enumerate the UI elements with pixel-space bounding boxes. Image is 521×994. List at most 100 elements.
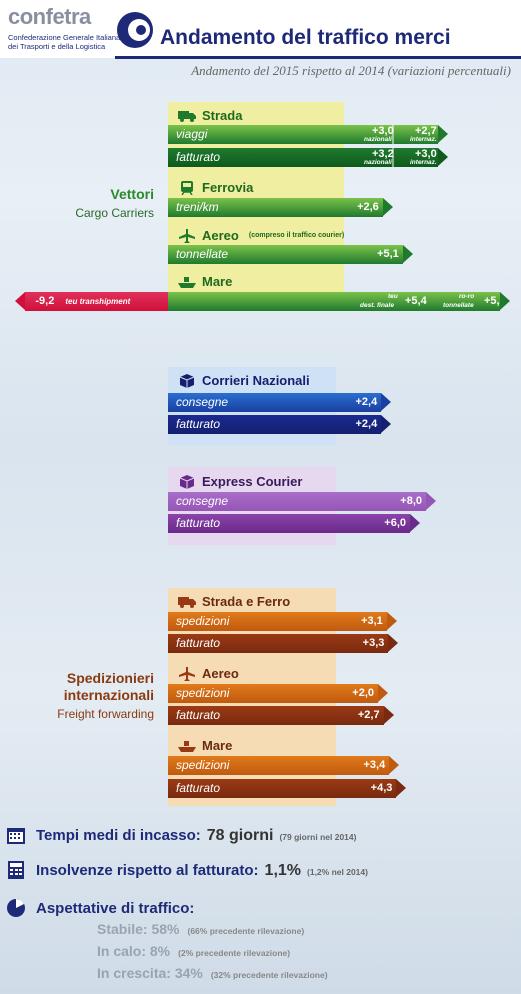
aspettative-row: Aspettative di traffico: <box>7 899 195 917</box>
sm-spedizioni-bar-value: +3,4 <box>363 759 386 771</box>
strada-label: Strada <box>202 108 243 123</box>
stabile-note: (66% precedente rilevazione) <box>187 926 305 936</box>
sf-fatturato-bar-arrow-tip <box>388 634 399 652</box>
mare-roro-label: ro-ro <box>459 293 475 300</box>
incasso-label: Tempi medi di incasso: <box>36 827 201 844</box>
insolvenze-value: 1,1% <box>264 862 302 879</box>
aereo-bar: tonnellate +5,1 <box>168 245 413 264</box>
sm-spedizioni-bar: spedizioni +3,4 <box>168 756 400 775</box>
corrieri-fatturato-bar-value: +2,4 <box>355 418 378 430</box>
strada-fatturato-bar-naz-value: +3,2 <box>372 148 394 160</box>
sa-fatturato-bar-label: fatturato <box>176 708 221 722</box>
strada-viaggi-bar-naz-label: nazionali <box>364 136 392 143</box>
sm-spedizioni-bar-arrow-tip <box>389 756 400 774</box>
sm-fatturato-bar-value: +4,3 <box>370 782 393 794</box>
sf-spedizioni-bar-value: +3,1 <box>361 615 383 627</box>
sm-fatturato-bar-label: fatturato <box>176 781 221 795</box>
sa-fatturato-bar-arrow-tip <box>383 706 394 724</box>
sf-fatturato-bar: fatturato +3,3 <box>168 634 399 653</box>
strada-fatturato-bar-naz-label: nazionali <box>364 159 392 166</box>
sp-aereo-header: Aereo <box>178 666 239 681</box>
header-divider <box>115 56 521 59</box>
aereo-bar-label: tonnellate <box>176 247 229 261</box>
strada-fatturato-bar-separator <box>392 148 394 167</box>
confetra-logo-icon <box>117 12 153 48</box>
insolvenze-note: (1,2% nel 2014) <box>307 867 368 877</box>
brand-subtitle: Confederazione Generale Italiana <box>8 33 121 42</box>
ferrovia-bar-value: +2,6 <box>357 201 379 213</box>
strada-fatturato-bar-label: fatturato <box>176 150 221 164</box>
vettori-subtitle: Cargo Carriers <box>75 206 154 220</box>
corrieri-label: Corrieri Nazionali <box>202 373 310 388</box>
corrieri-consegne-bar-arrow-tip <box>381 393 392 411</box>
plane-icon <box>179 666 195 681</box>
mare-transhipment-bar: -9,2 teu transhipment <box>15 292 168 311</box>
aspettative-label: Aspettative di traffico: <box>36 900 195 917</box>
mare-transhipment-arrow-tip <box>15 292 26 310</box>
mare-header: Mare <box>178 274 232 289</box>
express-fatturato-bar-arrow-tip <box>410 514 420 532</box>
sa-spedizioni-bar-label: spedizioni <box>176 686 230 700</box>
ferrovia-bar-label: treni/km <box>176 200 219 214</box>
ferrovia-bar: treni/km +2,6 <box>168 198 393 217</box>
strada-fatturato-bar-arrow-tip <box>438 148 448 166</box>
crescita-note: (32% precedente rilevazione) <box>210 970 328 980</box>
aereo-bar-arrow-tip <box>402 245 413 263</box>
pie-chart-icon <box>7 899 25 917</box>
truck-icon <box>178 110 196 122</box>
strada-fatturato-bar-int-value: +3,0 <box>415 148 437 160</box>
ferrovia-bar-arrow-tip <box>382 198 393 216</box>
strada-viaggi-bar-label: viaggi <box>176 127 208 141</box>
express-consegne-bar-arrow-tip <box>426 492 436 510</box>
incasso-value: 78 giorni <box>206 827 274 844</box>
mare-positive-bar: teu dest. finale ro-ro tonnellate +5,4 +5,3 <box>168 292 510 311</box>
corrieri-consegne-bar-value: +2,4 <box>355 396 378 408</box>
calendar-icon <box>7 828 25 844</box>
box-icon <box>179 373 195 388</box>
strada-viaggi-bar-int-value: +2,7 <box>415 125 437 137</box>
ship-icon <box>178 276 196 288</box>
crescita-row: In crescita: 34% (32% precedente rilevaz… <box>97 965 328 981</box>
corrieri-fatturato-bar-label: fatturato <box>176 417 221 431</box>
sa-spedizioni-bar-arrow-tip <box>378 684 388 702</box>
crescita-label: In crescita: 34% <box>97 965 203 981</box>
strada-header: Strada <box>178 108 242 123</box>
brand-logo-text: confetra <box>8 4 91 29</box>
aereo-label: Aereo <box>202 228 239 243</box>
incasso-note: (79 giorni nel 2014) <box>279 832 357 842</box>
express-consegne-bar: consegne +8,0 <box>168 492 436 511</box>
sa-fatturato-bar-value: +2,7 <box>357 709 380 721</box>
vettori-title: Vettori <box>110 186 154 202</box>
express-header: Express Courier <box>178 474 302 489</box>
mare-ton-label: tonnellate <box>443 302 474 309</box>
mare-teu-label: teu <box>388 293 398 300</box>
insolvenze-row: Insolvenze rispetto al fatturato: 1,1% (… <box>8 861 368 880</box>
sf-fatturato-bar-label: fatturato <box>176 636 221 650</box>
corrieri-consegne-bar: consegne +2,4 <box>168 393 392 412</box>
spedizionieri-subtitle: Freight forwarding <box>57 707 154 721</box>
sp-aereo-label: Aereo <box>202 666 239 681</box>
sf-spedizioni-bar-label: spedizioni <box>176 614 230 628</box>
mare-teu-value: +5,4 <box>405 295 427 307</box>
express-fatturato-bar-value: +6,0 <box>384 517 406 529</box>
sf-fatturato-bar-value: +3,3 <box>362 637 385 649</box>
ferrovia-label: Ferrovia <box>202 180 254 195</box>
sm-fatturato-bar: fatturato +4,3 <box>168 779 407 798</box>
mare-label: Mare <box>202 274 233 289</box>
spedizionieri-title-1: Spedizionieri <box>66 670 154 686</box>
strada-viaggi-bar: viaggi +3,0 nazionali +2,7 internaz. <box>168 125 448 144</box>
aereo-header: Aereo (compreso il traffico courier) <box>178 228 344 243</box>
header <box>0 0 521 58</box>
strada-ferro-label: Strada e Ferro <box>202 594 291 609</box>
stabile-row: Stabile: 58% (66% precedente rilevazione… <box>97 921 304 937</box>
calo-row: In calo: 8% (2% precedente rilevazione) <box>97 943 290 959</box>
sa-fatturato-bar: fatturato +2,7 <box>168 706 394 725</box>
sm-spedizioni-bar-label: spedizioni <box>176 758 230 772</box>
corrieri-header: Corrieri Nazionali <box>178 373 310 388</box>
brand-subtitle-2: dei Trasporti e della Logistica <box>8 42 106 51</box>
truck-icon <box>178 596 196 608</box>
sm-fatturato-bar-arrow-tip <box>396 779 407 797</box>
package-icon <box>179 474 195 489</box>
mare-positive-arrow-tip <box>500 292 510 310</box>
strada-fatturato-bar: fatturato +3,2 nazionali +3,0 internaz. <box>168 148 448 167</box>
